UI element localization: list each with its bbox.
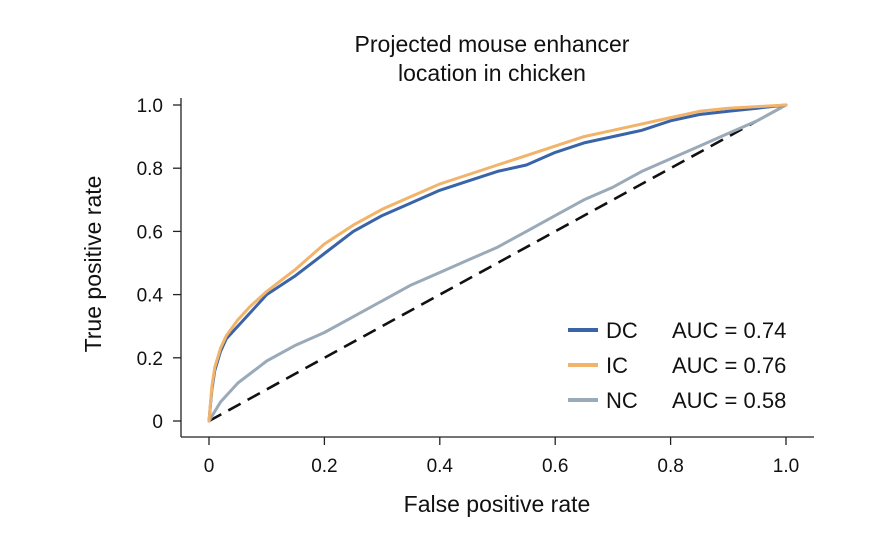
- x-axis-ticks: 0 0.2 0.4 0.6 0.8 1.0: [204, 437, 799, 477]
- y-tick-label: 0.8: [137, 159, 163, 180]
- legend-auc-dc: AUC = 0.74: [672, 318, 786, 343]
- chart-title-line-1: Projected mouse enhancer: [355, 31, 630, 57]
- x-tick-label: 1.0: [773, 456, 799, 477]
- x-tick-label: 0.8: [657, 456, 683, 477]
- x-tick-label: 0.6: [542, 456, 568, 477]
- y-tick-label: 0: [152, 412, 163, 433]
- legend-auc-ic: AUC = 0.76: [672, 353, 786, 378]
- legend: DC AUC = 0.74 IC AUC = 0.76 NC AUC = 0.58: [568, 318, 786, 413]
- y-tick-label: 0.4: [137, 286, 164, 307]
- chart-title-line-2: location in chicken: [398, 60, 586, 86]
- legend-auc-nc: AUC = 0.58: [672, 388, 786, 413]
- y-axis-label: True positive rate: [80, 176, 106, 353]
- legend-label-ic: IC: [606, 353, 628, 378]
- y-tick-label: 0.2: [137, 349, 163, 370]
- x-tick-label: 0.4: [427, 456, 454, 477]
- x-tick-label: 0.2: [311, 456, 337, 477]
- x-tick-label: 0: [204, 456, 215, 477]
- legend-label-nc: NC: [606, 388, 638, 413]
- y-tick-label: 1.0: [137, 96, 163, 117]
- y-axis-ticks: 0 0.2 0.4 0.6 0.8 1.0: [137, 96, 181, 433]
- y-tick-label: 0.6: [137, 222, 163, 243]
- roc-line-ic: [207, 103, 788, 423]
- legend-label-dc: DC: [606, 318, 638, 343]
- plot-area: [207, 103, 788, 423]
- x-axis-label: False positive rate: [404, 491, 591, 517]
- roc-line-nc: [207, 103, 788, 423]
- roc-line-dc: [207, 103, 788, 423]
